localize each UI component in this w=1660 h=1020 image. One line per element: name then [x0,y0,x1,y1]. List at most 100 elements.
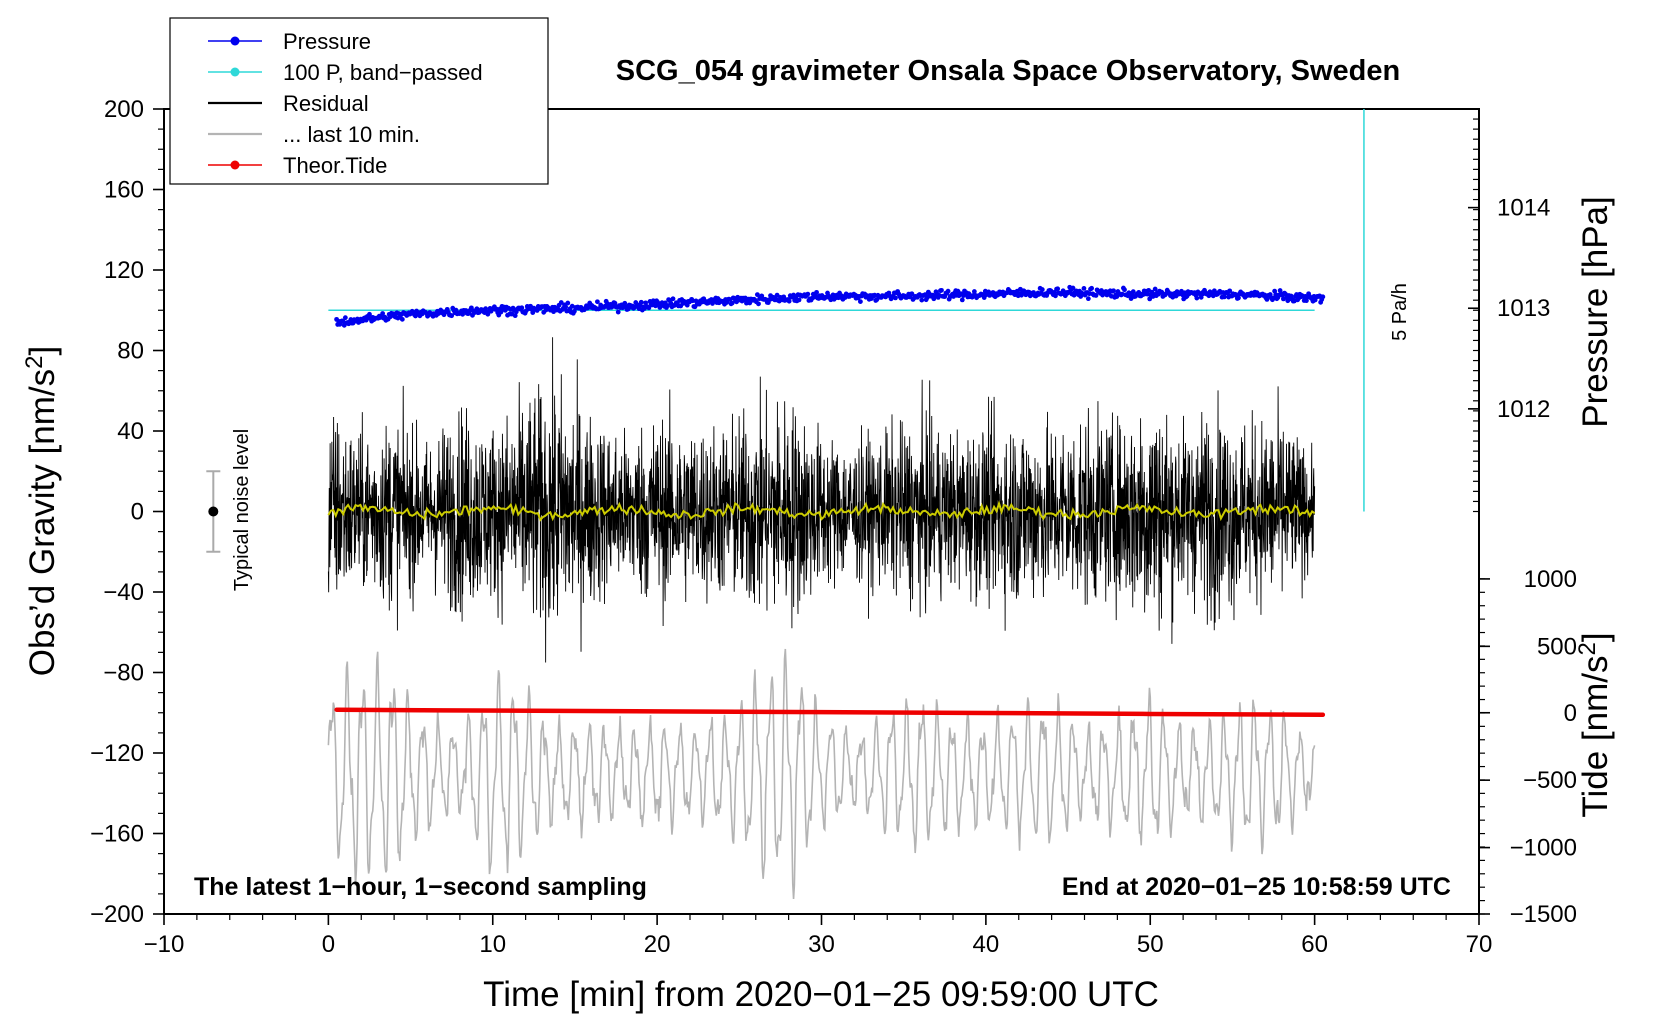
pressure-point [971,289,977,294]
pressure-point [483,306,489,312]
pressure-point [460,311,466,317]
x-tick-label: 10 [479,931,506,958]
pressure-point [380,311,386,316]
y-axis-pressure: 1012 1013 1014 [1468,108,1550,513]
tide-line [334,707,1326,718]
pressure-point [1070,285,1076,291]
noise-level-bar [206,470,221,553]
legend-label: 100 P, band−passed [283,60,483,85]
pressure-point [1039,287,1045,292]
pressure-point [1111,288,1116,294]
y-tick-label: −120 [90,740,144,767]
legend-swatch-dot [230,36,240,46]
y-tick-label: −40 [103,579,144,606]
y-tick-label: −160 [90,821,144,848]
pressure-point [959,297,965,303]
legend-label: Residual [283,91,369,116]
pressure-point [1320,294,1326,300]
pressure-point [893,295,898,301]
y-axis-gravity: −200 −160 −120 −80 −40 0 40 80 120 160 200 [90,96,164,928]
pressure-point [367,311,372,317]
x-tick-label: 40 [973,931,1000,958]
pressure-point [756,301,761,307]
pressure-point [1085,296,1091,302]
pressure-point [612,300,618,306]
pressure-point [1089,285,1095,291]
y-tick-label: 0 [131,499,144,526]
pressure-point [670,296,676,302]
pressure-point [399,316,405,322]
legend: Pressure 100 P, band−passed Residual ... la… [169,17,549,185]
pressure-point [571,308,577,314]
pressure-point [919,297,925,303]
residual-smooth-path [327,500,1316,522]
footer-right-note: End at 2020−01−25 10:58:59 UTC [1062,873,1451,901]
pressure-point [565,300,571,306]
pressure-point [449,313,455,319]
y-tick-label: −200 [90,901,144,928]
pressure-point [1152,286,1158,292]
pressure-point [1264,296,1270,302]
pressure-point [342,315,348,321]
legend-swatch-dot [230,160,240,170]
pressure-point [1147,296,1153,302]
legend-swatch-dot [230,67,240,77]
theoretical-tide-series [334,707,1326,718]
tide-tick-label: −1000 [1510,835,1577,862]
y-tick-label: 160 [104,177,144,204]
pressure-point [519,305,525,311]
noise-level-label: Typical noise level [231,429,253,591]
pressure-tick-label: 1014 [1497,195,1550,222]
pressure-point [747,300,753,306]
pressure-point [805,291,811,297]
tide-tick-label: 0 [1564,700,1577,727]
pressure-point [1053,293,1058,299]
y-axis-tide: 1000 500 0 −500 −1000 −1500 [1479,566,1577,928]
pressure-point [1221,294,1227,300]
pressure-point [1055,286,1061,292]
pressure-point [1081,286,1087,291]
legend-label: Theor.Tide [283,153,387,178]
pressure-tick-label: 1012 [1497,396,1550,423]
legend-box [169,17,549,185]
pressure-point [1093,293,1099,298]
x-tick-label: 30 [808,931,835,958]
pressure-point [1198,294,1204,300]
pressure-point [858,299,863,305]
pressure-tick-label: 1013 [1497,295,1550,322]
x-tick-label: 20 [644,931,671,958]
pressure-rate-label: 5 Pa/h [1389,283,1411,341]
x-axis: −10 0 10 20 30 40 50 60 70 [144,914,1492,958]
x-tick-label: 60 [1301,931,1328,958]
x-tick-label: 50 [1137,931,1164,958]
y-axis-title-pressure: Pressure [hPa] [1576,196,1615,428]
last-10-min-line [327,648,1316,899]
x-axis-title: Time [min] from 2020−01−25 09:59:00 UTC [483,975,1159,1014]
tide-tick-label: −1500 [1510,901,1577,928]
tide-tick-label: 1000 [1524,566,1577,593]
legend-label: ... last 10 min. [283,122,420,147]
residual-line [327,337,1316,663]
pressure-point [615,309,621,315]
x-tick-label: −10 [144,931,185,958]
pressure-point [909,291,915,297]
pressure-point [945,288,951,294]
pressure-point [512,313,518,319]
pressure-point [786,298,792,304]
residual-series [327,337,1316,663]
pressure-point [665,303,670,308]
pressure-point [729,300,735,306]
y-axis-title-gravity: Obs’d Gravity [nm/s2] [21,346,62,676]
pressure-point [1227,288,1233,294]
pressure-point [530,310,536,315]
y-tick-label: 80 [117,338,144,365]
legend-label: Pressure [283,29,371,54]
pressure-point [939,287,944,293]
pressure-point [558,300,564,305]
pressure-point [668,300,674,306]
noise-bar-center [208,506,219,517]
x-tick-label: 0 [322,931,335,958]
pressure-point [563,304,569,310]
footer-left-note: The latest 1−hour, 1−second sampling [194,873,647,901]
